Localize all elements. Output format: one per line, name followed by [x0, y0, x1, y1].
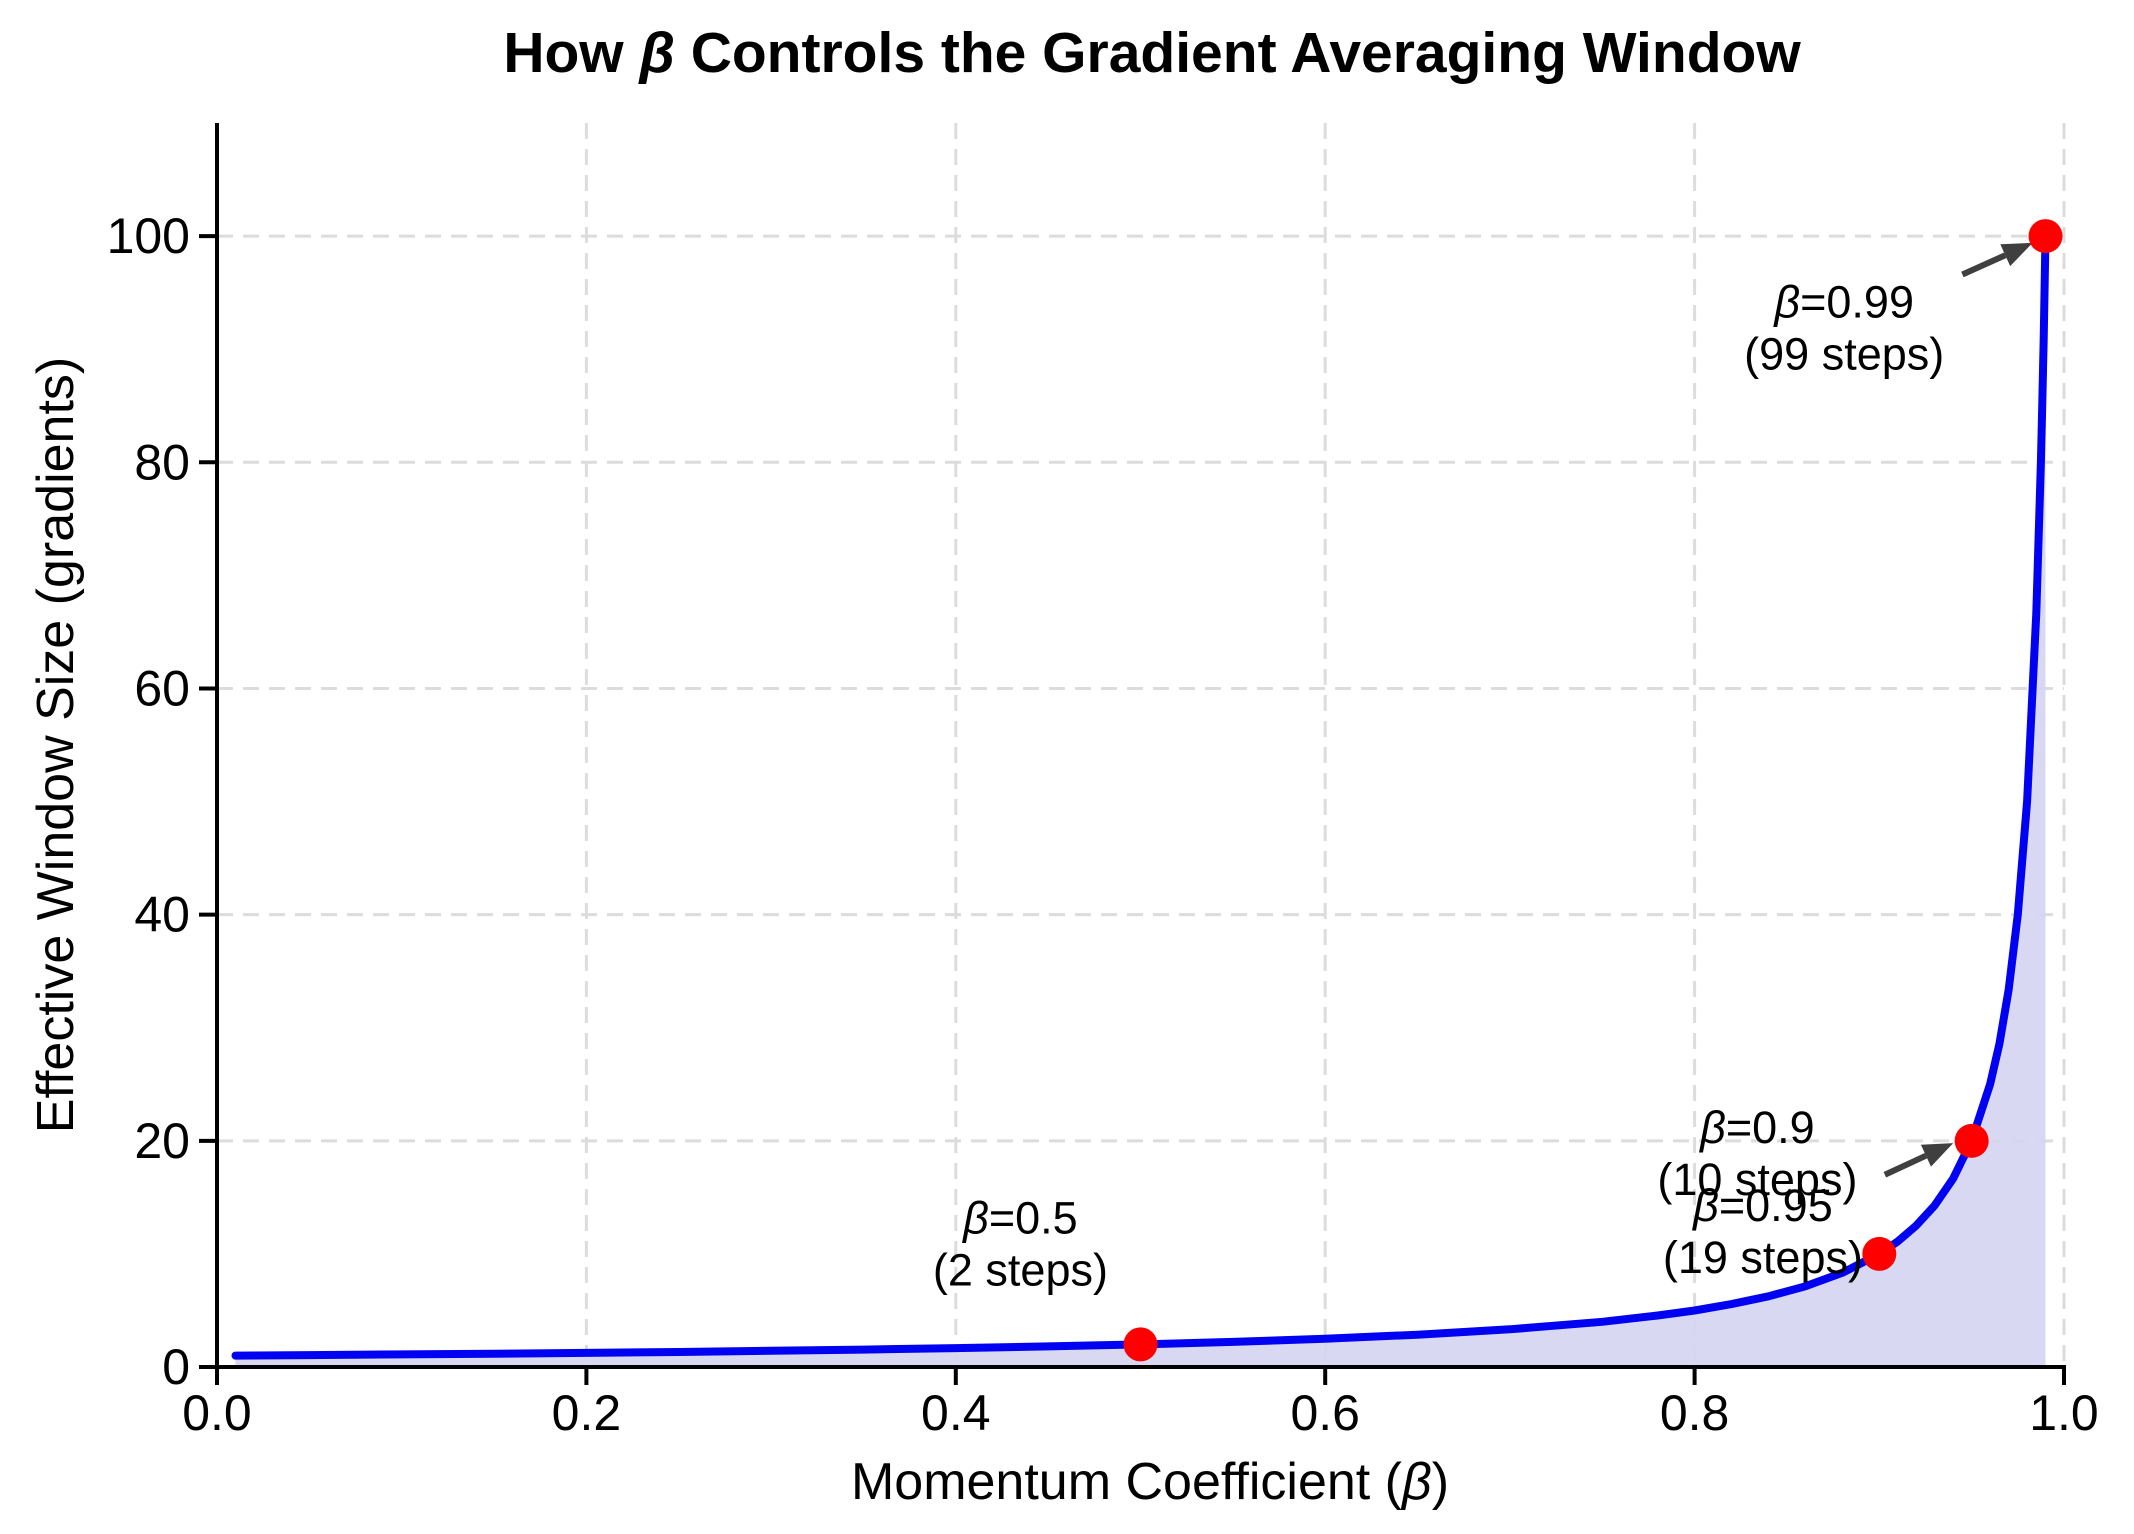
annotation-text-line: (99 steps): [1744, 328, 1944, 379]
y-axis-label-text: Effective Window Size (gradients): [27, 356, 85, 1134]
x-axis-label-prefix: Momentum Coefficient (: [850, 1453, 1402, 1511]
annotation-text-line: β=0.99: [1772, 276, 1914, 327]
chart-title-beta: β: [639, 21, 675, 85]
annotation-text-line: β=0.5: [961, 1192, 1078, 1243]
y-tick-label: 60: [134, 660, 190, 716]
annotation-beta-value: =0.5: [989, 1192, 1078, 1243]
annotation-beta-value: =0.95: [1719, 1180, 1833, 1231]
annotation-beta-symbol: β: [1772, 276, 1800, 327]
data-point-marker: [1123, 1327, 1158, 1362]
y-tick-label: 0: [162, 1339, 190, 1395]
x-tick-label: 0.2: [552, 1385, 622, 1441]
x-tick-label: 1.0: [2029, 1385, 2099, 1441]
chart-title: How β Controls the Gradient Averaging Wi…: [503, 20, 1800, 86]
y-tick-label: 40: [134, 887, 190, 943]
x-tick-label: 0.6: [1290, 1385, 1360, 1441]
annotation-text-line: β=0.9: [1698, 1102, 1815, 1153]
x-axis-label-beta: β: [1401, 1453, 1432, 1511]
data-point-marker: [1954, 1123, 1989, 1158]
annotation-beta-value: =0.9: [1726, 1102, 1815, 1153]
annotation-beta-symbol: β: [961, 1192, 989, 1243]
annotation-arrow-head: [2000, 242, 2033, 267]
chart-title-suffix: Controls the Gradient Averaging Window: [674, 21, 1801, 85]
x-tick-label: 0.0: [182, 1385, 252, 1441]
x-tick-label: 0.8: [1660, 1385, 1730, 1441]
annotation-beta-symbol: β: [1698, 1102, 1726, 1153]
y-tick-label: 100: [107, 208, 190, 264]
data-point-marker: [1862, 1236, 1897, 1271]
annotation-beta-value: =0.99: [1800, 276, 1914, 327]
annotation-text-line: β=0.95: [1691, 1180, 1833, 1231]
x-axis-label: Momentum Coefficient (β): [851, 1452, 1449, 1512]
y-tick-label: 80: [134, 434, 190, 490]
annotation-arrow-shaft: [1961, 252, 2007, 278]
annotation-text-line: (19 steps): [1663, 1232, 1863, 1283]
momentum-curve-line: [231, 232, 2050, 1360]
annotation-arrow-head: [1920, 1143, 1954, 1167]
annotation-text-line: (2 steps): [933, 1244, 1108, 1295]
data-point-marker: [2028, 219, 2063, 254]
chart-title-prefix: How: [503, 21, 640, 85]
annotation-text-line: (10 steps): [1657, 1154, 1857, 1205]
x-axis-label-suffix: ): [1431, 1453, 1450, 1511]
y-tick-label: 20: [134, 1113, 190, 1169]
annotation-beta-symbol: β: [1691, 1180, 1719, 1231]
x-tick-label: 0.4: [921, 1385, 991, 1441]
annotation-arrow-shaft: [1883, 1152, 1928, 1178]
